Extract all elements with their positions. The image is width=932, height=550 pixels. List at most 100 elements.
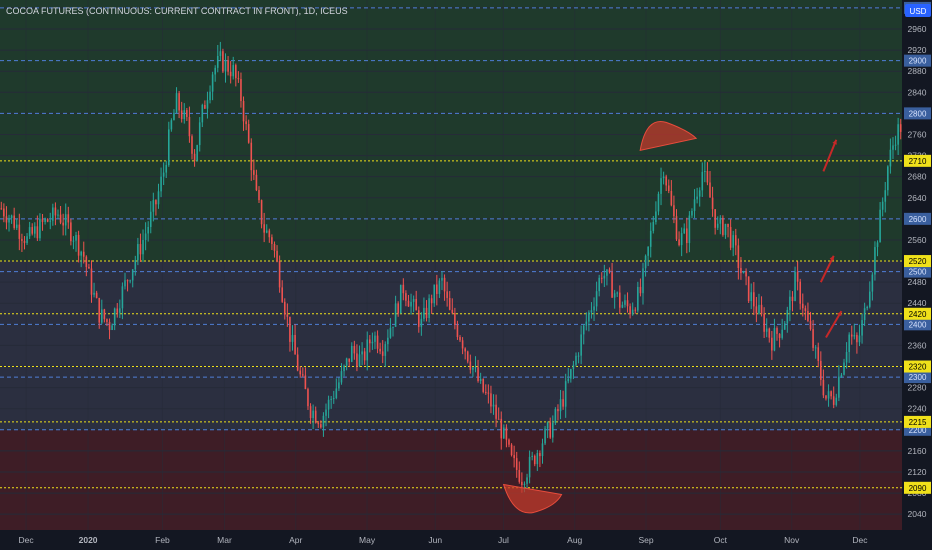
candle	[90, 260, 93, 303]
candle	[157, 183, 160, 209]
candle	[121, 282, 124, 320]
candle	[322, 412, 325, 437]
candle	[724, 223, 727, 239]
candle	[196, 144, 198, 162]
candle	[786, 306, 789, 333]
candle	[600, 272, 603, 284]
candle	[564, 373, 567, 418]
candle	[559, 389, 562, 420]
trend-arrow	[822, 139, 838, 172]
candle	[39, 213, 41, 242]
y-tick-label: 2160	[908, 446, 927, 456]
candle	[131, 269, 134, 288]
currency-label: USD	[910, 7, 927, 16]
candle	[399, 284, 402, 314]
candle	[657, 191, 660, 216]
candle	[464, 347, 466, 360]
candle	[619, 285, 621, 314]
candle	[490, 385, 492, 414]
candle	[593, 297, 595, 321]
candle	[46, 218, 49, 223]
candle	[116, 302, 119, 318]
candle	[528, 450, 531, 484]
candle	[214, 65, 216, 82]
candle	[389, 318, 392, 339]
candle	[652, 215, 655, 234]
zone-red	[0, 429, 902, 530]
candle	[286, 303, 289, 327]
candle	[281, 280, 283, 303]
level-tag-label: 2500	[909, 268, 927, 277]
candle	[253, 159, 255, 181]
candle	[211, 71, 214, 101]
level-tag-label: 2300	[909, 373, 927, 382]
candle	[683, 223, 686, 234]
candle	[338, 377, 340, 392]
candle	[415, 290, 418, 311]
candle	[350, 342, 353, 363]
candle	[649, 222, 652, 258]
candle	[198, 117, 201, 152]
candle	[853, 323, 856, 340]
candle	[665, 174, 667, 191]
candle	[67, 206, 70, 229]
currency-badge	[905, 4, 931, 17]
candle	[768, 327, 771, 343]
candle	[817, 342, 820, 368]
level-tag-label: 2520	[909, 257, 927, 266]
candle	[765, 318, 768, 338]
price-axis[interactable]: 2040208021202160220022402280232023602400…	[902, 0, 932, 550]
candle	[376, 330, 379, 354]
trend-arrow	[819, 255, 835, 283]
candle	[103, 308, 106, 323]
candle	[771, 330, 773, 360]
y-tick-label: 2280	[908, 383, 927, 393]
candle	[49, 212, 52, 230]
candle	[100, 299, 103, 325]
candle	[639, 278, 642, 297]
candles	[0, 41, 902, 493]
level-tag	[904, 54, 931, 67]
candle	[551, 415, 554, 443]
candle	[603, 264, 606, 288]
candle	[33, 222, 36, 238]
candle	[585, 312, 588, 331]
x-tick-label: Apr	[289, 535, 302, 545]
candle	[80, 250, 82, 268]
candle	[655, 201, 657, 225]
candle	[531, 451, 533, 461]
candle	[590, 302, 593, 319]
candle	[477, 359, 479, 383]
candle	[273, 241, 276, 258]
candle	[539, 450, 541, 468]
candle	[165, 160, 168, 178]
candle	[827, 384, 830, 407]
candle	[747, 276, 750, 304]
candle	[417, 306, 420, 333]
candle	[216, 45, 219, 73]
candle	[606, 269, 608, 286]
candle	[719, 215, 722, 235]
candle	[162, 162, 165, 186]
candle	[106, 318, 108, 327]
candle	[193, 149, 196, 167]
candle	[479, 372, 482, 384]
candle	[508, 438, 510, 448]
candle	[763, 307, 765, 339]
candle	[740, 256, 742, 280]
candle	[845, 342, 848, 369]
candle	[178, 91, 180, 119]
candle	[575, 352, 577, 367]
candle	[799, 278, 802, 310]
candle	[62, 213, 64, 236]
candle	[242, 96, 245, 131]
candle	[147, 221, 149, 242]
level-tag	[904, 371, 931, 384]
level-tag	[904, 481, 931, 494]
candle	[825, 395, 827, 401]
candle	[260, 199, 263, 229]
candle	[320, 420, 322, 429]
time-axis[interactable]: Dec 2020 Feb Mar Apr May Jun Jul Aug Sep Oct Nov Dec	[19, 535, 869, 545]
candle	[95, 290, 98, 299]
